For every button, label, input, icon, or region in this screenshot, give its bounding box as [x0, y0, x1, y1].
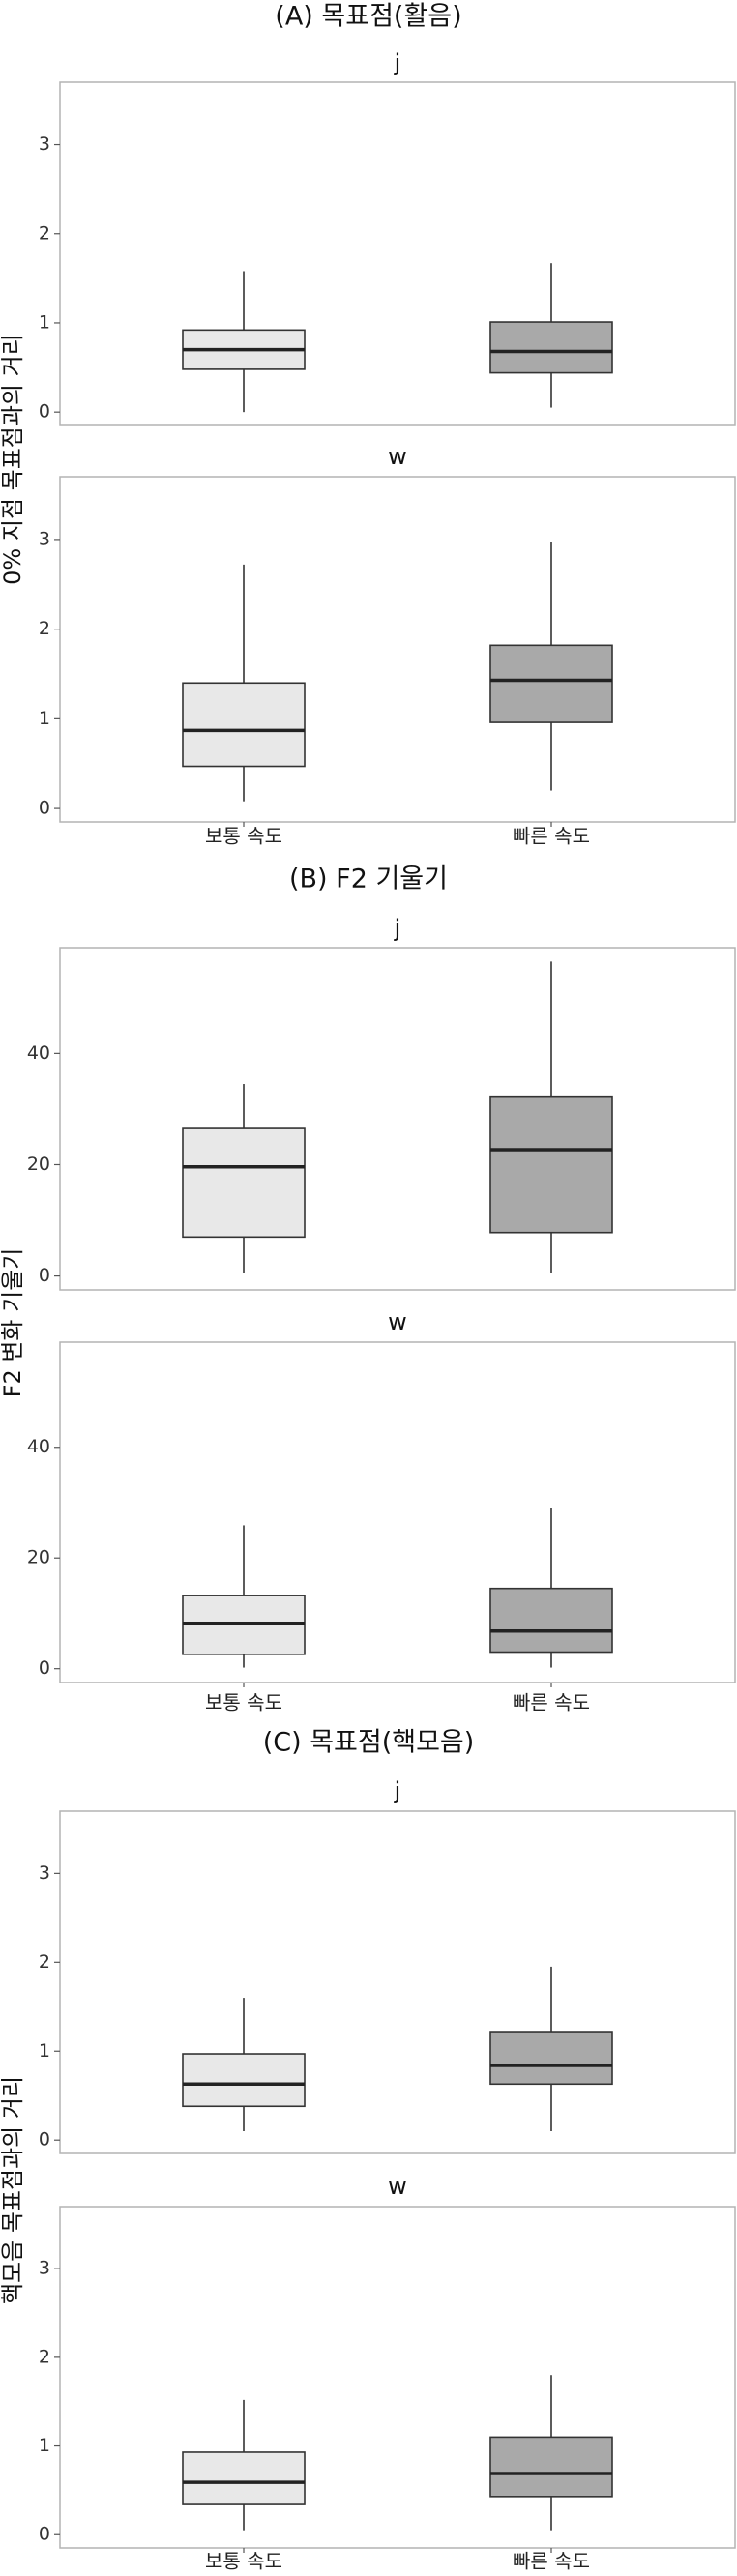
y-tick-label: 3	[39, 1862, 50, 1884]
box-fast-speed	[489, 263, 613, 408]
panel-frame	[59, 476, 736, 823]
chart-section-2: (B) F2 기울기 F2 변화 기울기 j 0 20 40 w 0 20 40 보통 속도 빠른 속…	[0, 864, 736, 1714]
box-normal-speed	[182, 1998, 306, 2132]
x-category-label: 보통 속도	[205, 1691, 282, 1714]
panel-frame	[59, 1341, 736, 1683]
y-tick-label: 0	[39, 1265, 50, 1286]
box-fast-speed	[489, 961, 613, 1273]
y-tick-label: 1	[39, 311, 50, 333]
facet-strip-label: w	[388, 2173, 407, 2200]
facet-strip-label: w	[388, 443, 407, 470]
iqr-box	[489, 1587, 613, 1654]
chart-title: (B) F2 기울기	[289, 864, 448, 894]
y-tick-label: 3	[39, 528, 50, 549]
iqr-box	[489, 1095, 613, 1234]
iqr-box	[489, 2436, 613, 2498]
y-tick-label: 20	[27, 1154, 50, 1175]
y-tick-label: 40	[27, 1042, 50, 1064]
y-axis-title: F2 변화 기울기	[0, 1248, 26, 1398]
panel-frame	[59, 2206, 736, 2549]
chart-section-1: (A) 목표점(활음) 0% 지점 목표점과의 거리 j 0 1 2 3 w 0 1 2 3 보통 속도…	[0, 2, 736, 848]
iqr-box	[489, 644, 613, 723]
facet-strip-label: j	[394, 915, 401, 942]
iqr-box	[489, 2031, 613, 2086]
y-axis-title: 핵모음 목표점과의 거리	[0, 2076, 26, 2304]
y-axis-title: 0% 지점 목표점과의 거리	[0, 334, 26, 585]
facet-panel-w: w 0 20 40 보통 속도 빠른 속도	[27, 1308, 736, 1714]
x-category-label: 빠른 속도	[513, 1691, 590, 1714]
panel-frame	[59, 947, 736, 1291]
y-tick-label: 3	[39, 133, 50, 155]
chart-title: (C) 목표점(핵모음)	[263, 1728, 475, 1758]
facet-panel-j: j 0 1 2 3	[39, 1777, 736, 2154]
y-tick-label: 2	[39, 222, 50, 244]
facet-panel-w: w 0 1 2 3 보통 속도 빠른 속도	[39, 443, 736, 848]
x-category-label: 빠른 속도	[513, 825, 590, 848]
y-tick-label: 0	[39, 798, 50, 819]
y-tick-label: 40	[27, 1436, 50, 1457]
box-normal-speed	[182, 2399, 306, 2531]
x-category-label: 보통 속도	[205, 2550, 282, 2573]
iqr-box	[182, 682, 306, 768]
box-normal-speed	[182, 1525, 306, 1668]
y-tick-label: 3	[39, 2258, 50, 2279]
y-tick-label: 2	[39, 2346, 50, 2367]
y-tick-label: 0	[39, 2129, 50, 2151]
y-tick-label: 0	[39, 1657, 50, 1679]
iqr-box	[182, 1127, 306, 1239]
y-tick-label: 2	[39, 618, 50, 639]
box-fast-speed	[489, 542, 613, 791]
y-tick-label: 2	[39, 1951, 50, 1973]
iqr-box	[489, 321, 613, 374]
facet-panel-w: w 0 1 2 3 보통 속도 빠른 속도	[39, 2173, 736, 2573]
y-tick-label: 0	[39, 2524, 50, 2545]
facet-strip-label: j	[394, 1777, 401, 1804]
y-tick-label: 20	[27, 1547, 50, 1568]
box-fast-speed	[489, 1966, 613, 2132]
box-normal-speed	[182, 564, 306, 802]
panel-frame	[59, 81, 736, 426]
panel-frame	[59, 1810, 736, 2154]
x-category-label: 보통 속도	[205, 825, 282, 848]
y-tick-label: 1	[39, 2040, 50, 2062]
y-tick-label: 0	[39, 401, 50, 423]
y-tick-label: 1	[39, 2435, 50, 2456]
iqr-box	[182, 2053, 306, 2108]
chart-section-3: (C) 목표점(핵모음) 핵모음 목표점과의 거리 j 0 1 2 3 w 0 1 2 3 보통 속도 빠…	[0, 1728, 736, 2573]
facet-panel-j: j 0 1 2 3	[39, 49, 736, 426]
chart-title: (A) 목표점(활음)	[275, 2, 461, 32]
box-normal-speed	[182, 271, 306, 413]
box-fast-speed	[489, 2375, 613, 2531]
facet-strip-label: j	[394, 49, 401, 76]
facet-panel-j: j 0 20 40	[27, 915, 736, 1291]
facet-strip-label: w	[388, 1308, 407, 1335]
box-fast-speed	[489, 1508, 613, 1668]
iqr-box	[182, 2451, 306, 2505]
y-tick-label: 1	[39, 708, 50, 729]
x-category-label: 빠른 속도	[513, 2550, 590, 2573]
box-normal-speed	[182, 1084, 306, 1273]
